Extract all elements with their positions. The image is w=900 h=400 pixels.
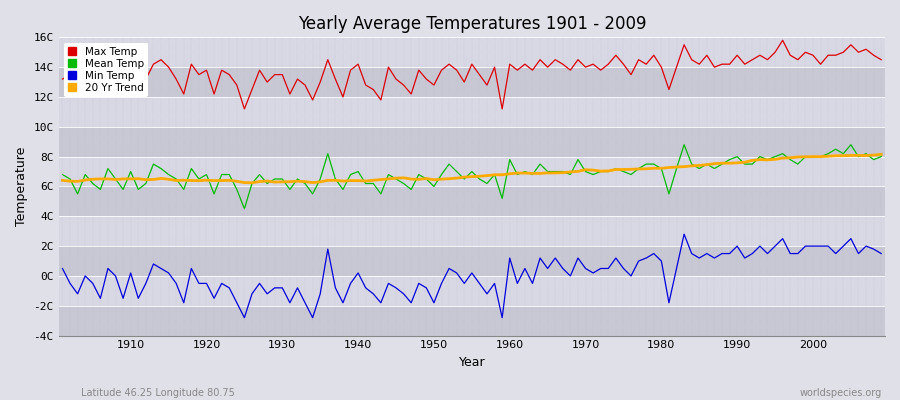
Legend: Max Temp, Mean Temp, Min Temp, 20 Yr Trend: Max Temp, Mean Temp, Min Temp, 20 Yr Tre… bbox=[64, 42, 148, 97]
Bar bbox=[58, 276, 885, 306]
Text: worldspecies.org: worldspecies.org bbox=[800, 388, 882, 398]
Bar bbox=[58, 97, 885, 127]
Bar bbox=[58, 127, 885, 157]
Title: Yearly Average Temperatures 1901 - 2009: Yearly Average Temperatures 1901 - 2009 bbox=[298, 15, 646, 33]
Bar bbox=[58, 246, 885, 276]
Bar bbox=[58, 216, 885, 246]
Text: Latitude 46.25 Longitude 80.75: Latitude 46.25 Longitude 80.75 bbox=[81, 388, 235, 398]
Bar bbox=[58, 186, 885, 216]
Y-axis label: Temperature: Temperature bbox=[15, 147, 28, 226]
Bar bbox=[58, 157, 885, 186]
Bar bbox=[58, 67, 885, 97]
Bar bbox=[58, 306, 885, 336]
X-axis label: Year: Year bbox=[458, 356, 485, 369]
Bar bbox=[58, 37, 885, 67]
